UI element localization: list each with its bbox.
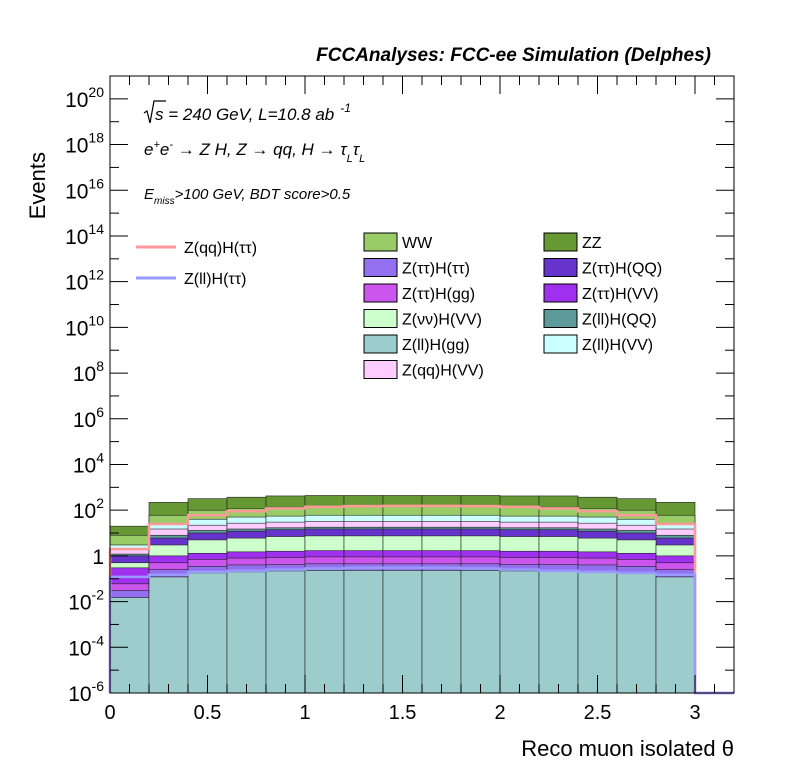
y-axis-label: Events xyxy=(25,152,50,219)
sqrt-icon xyxy=(143,100,166,124)
bar-z-ll-h-gg--bin-11 xyxy=(538,570,579,694)
legend-swatch-z-qq-h-vv- xyxy=(363,360,398,379)
legend-label-z-h-gg-: Z(ττ)H(gg) xyxy=(402,286,475,303)
bar-z-ll-h-gg--bin-4 xyxy=(265,570,306,694)
bar-z-ll-h-gg--bin-5 xyxy=(304,570,345,694)
x-tick-label-2: 2 xyxy=(494,702,505,724)
axis-layer: 0 0.5 1 1.5 2 2.5 3 10-6 10-4 10-2 1 102 104 106 108 10… xyxy=(65,75,734,724)
y-tick-label--2: 10-2 xyxy=(68,587,104,615)
y-tick-label-18: 1018 xyxy=(65,130,104,158)
y-tick-label-10: 1010 xyxy=(65,312,104,340)
svg-text:s = 240 GeV, L=10.8 ab-1: s = 240 GeV, L=10.8 ab -1 xyxy=(155,101,351,124)
y-tick-label-4: 104 xyxy=(73,449,104,477)
legend-label-z-ll-h-gg-: Z(ll)H(gg) xyxy=(402,337,470,354)
legend-label-z-ll-h-qq-: Z(ll)H(QQ) xyxy=(582,312,657,329)
legend-swatch-z-h-gg- xyxy=(363,283,398,303)
line-z-ll-h- xyxy=(108,566,734,695)
y-tick-label-8: 108 xyxy=(73,358,104,386)
x-tick-label-3: 3 xyxy=(689,702,700,724)
legend-swatch-z-h- xyxy=(363,258,398,277)
legend-label-z-h-vv-: Z(ττ)H(VV) xyxy=(582,286,659,303)
annotation-sqrt-s: s xyxy=(155,105,164,124)
annotation-cut: Emiss>100 GeV, BDT score>0.5 xyxy=(144,186,351,207)
legend-label-ww: WW xyxy=(402,235,433,252)
x-tick-label-1: 1 xyxy=(299,702,310,724)
x-axis-label: Reco muon isolated θ xyxy=(521,736,734,761)
x-tick-label-0.5: 0.5 xyxy=(194,702,222,724)
y-tick-label--4: 10-4 xyxy=(68,632,104,660)
legend: Z(qq)H(ττ) Z(ll)H(ττ) WW Z(ττ)H(ττ) Z(ττ)H(g… xyxy=(136,232,662,380)
bar-z-ll-h-gg--bin-9 xyxy=(460,570,501,694)
legend-label-zz: ZZ xyxy=(582,235,602,252)
legend-label-z-qq-h-: Z(qq)H(ττ) xyxy=(184,240,257,257)
bar-z-ll-h-gg--bin-14 xyxy=(655,576,696,694)
chart-title: FCCAnalyses: FCC-ee Simulation (Delphes) xyxy=(316,45,711,66)
legend-swatch-z-ll-h-vv- xyxy=(543,334,578,354)
bar-z-ll-h-gg--bin-7 xyxy=(382,570,423,694)
y-tick-label-20: 1020 xyxy=(65,84,104,112)
y-tick-label-6: 106 xyxy=(73,404,104,432)
legend-swatch-ww xyxy=(363,232,398,252)
legend-label-z-h-: Z(ττ)H(ττ) xyxy=(402,261,470,278)
y-tick-label-2: 102 xyxy=(73,495,104,523)
bar-z-ll-h-gg--bin-2 xyxy=(187,572,228,694)
y-tick-label-12: 1012 xyxy=(65,267,104,295)
bar-z-ll-h-gg--bin-6 xyxy=(343,570,384,694)
x-tick-label-2.5: 2.5 xyxy=(584,702,612,724)
legend-swatch-z-ll-h-gg- xyxy=(363,334,398,354)
legend-swatch-z-h-vv- xyxy=(363,309,398,328)
bar-z-ll-h-gg--bin-3 xyxy=(226,571,267,694)
bar-z-ll-h-gg--bin-12 xyxy=(577,571,618,694)
legend-swatch-z-h-qq- xyxy=(543,258,578,277)
y-tick-label-0: 1 xyxy=(92,546,104,569)
annotation-process: e+e- → Z H, Z → qq, H → τLτL xyxy=(144,139,365,165)
legend-label-z-h-vv-: Z(νν)H(VV) xyxy=(402,312,482,329)
annotation-lumi-sup: -1 xyxy=(340,101,351,115)
annotation-energy-lumi: = 240 GeV, L=10.8 ab xyxy=(164,105,335,124)
legend-label-z-ll-h-: Z(ll)H(ττ) xyxy=(184,271,246,288)
legend-swatch-z-h-vv- xyxy=(543,283,578,303)
y-tick-label--6: 10-6 xyxy=(68,678,104,706)
signal-layer xyxy=(108,504,734,695)
y-tick-label-14: 1014 xyxy=(65,221,104,249)
y-tick-label-16: 1016 xyxy=(65,175,104,203)
legend-label-z-h-qq-: Z(ττ)H(QQ) xyxy=(582,261,662,278)
line-z-qq-h- xyxy=(108,504,734,695)
bar-z-ll-h-gg--bin-1 xyxy=(148,576,189,694)
x-tick-label-0: 0 xyxy=(104,702,115,724)
legend-swatch-z-ll-h-qq- xyxy=(543,309,578,328)
bar-z-ll-h-gg--bin-8 xyxy=(421,570,462,694)
legend-swatch-zz xyxy=(543,232,578,252)
annotation-energy: s = 240 GeV, L=10.8 ab -1 xyxy=(143,100,351,124)
legend-label-z-qq-h-vv-: Z(qq)H(VV) xyxy=(402,363,484,380)
stack-layer xyxy=(109,495,696,694)
bar-z-ll-h-gg--bin-0 xyxy=(109,597,150,694)
bar-z-ll-h-gg--bin-10 xyxy=(499,570,540,694)
x-tick-label-1.5: 1.5 xyxy=(389,702,417,724)
bar-z-ll-h-gg--bin-13 xyxy=(616,572,657,694)
legend-label-z-ll-h-vv-: Z(ll)H(VV) xyxy=(582,337,653,354)
